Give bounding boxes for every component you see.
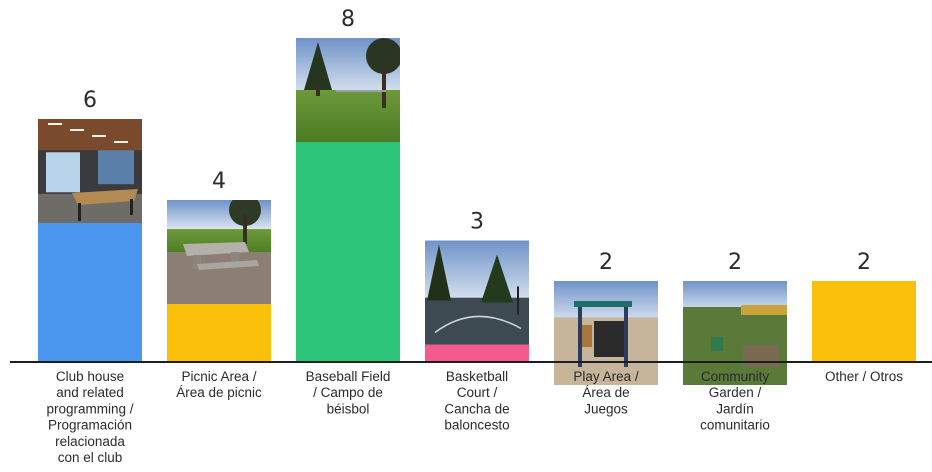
data-label: 2 bbox=[599, 250, 613, 275]
category-label: Picnic Area / Área de picnic bbox=[176, 369, 262, 400]
category-label-line: Cancha de bbox=[444, 401, 509, 416]
bar-group bbox=[425, 240, 529, 362]
community-garden-photo bbox=[683, 281, 787, 385]
category-label-line: Club house bbox=[56, 369, 124, 384]
bar-group bbox=[683, 281, 787, 385]
category-label-line: and related bbox=[56, 385, 124, 400]
category-label-line: Court / bbox=[457, 385, 498, 400]
bar bbox=[812, 281, 916, 362]
clubhouse-interior-photo bbox=[38, 119, 142, 223]
category-label-line: Community bbox=[701, 369, 770, 384]
data-label: 2 bbox=[728, 250, 742, 275]
category-label-line: / Campo de bbox=[313, 385, 383, 400]
category-label: Other / Otros bbox=[825, 369, 903, 384]
category-label-line: Baseball Field bbox=[306, 369, 391, 384]
category-label-line: Basketball bbox=[446, 369, 508, 384]
bar-group bbox=[296, 38, 400, 362]
data-label: 6 bbox=[83, 88, 97, 113]
category-label: Baseball Field / Campo de béisbol bbox=[306, 369, 391, 416]
data-label: 4 bbox=[212, 169, 226, 194]
category-label-line: Other / Otros bbox=[825, 369, 903, 384]
category-label-line: Juegos bbox=[584, 401, 628, 416]
category-label-line: Play Area / bbox=[573, 369, 639, 384]
category-label-line: Jardín bbox=[716, 401, 754, 416]
category-label-line: Garden / bbox=[709, 385, 762, 400]
category-label-line: Área de picnic bbox=[176, 385, 262, 400]
baseball-field-photo bbox=[296, 38, 400, 142]
data-label: 3 bbox=[470, 210, 484, 235]
category-label-line: Programación bbox=[48, 418, 132, 433]
category-label: Basketball Court / Cancha de baloncesto bbox=[444, 369, 509, 433]
bar-group bbox=[38, 119, 142, 362]
category-label-line: con el club bbox=[58, 450, 123, 465]
category-label-line: relacionada bbox=[55, 434, 125, 449]
data-label: 2 bbox=[857, 250, 871, 275]
bar-group bbox=[554, 281, 658, 385]
data-label: 8 bbox=[341, 7, 355, 32]
category-label: Play Area / Área de Juegos bbox=[573, 369, 639, 416]
category-label-line: Área de bbox=[582, 385, 629, 400]
category-label: Club house and related programming / Progra… bbox=[46, 369, 133, 465]
category-label-line: Picnic Area / bbox=[181, 369, 256, 384]
category-label-line: comunitario bbox=[700, 418, 770, 433]
bar-group bbox=[812, 281, 916, 362]
category-label-line: béisbol bbox=[327, 401, 370, 416]
category-label-line: programming / bbox=[46, 401, 133, 416]
category-label: Community Garden / Jardín comunitario bbox=[700, 369, 770, 433]
picnic-table-photo bbox=[167, 200, 271, 304]
bar-group bbox=[167, 200, 271, 362]
playground-photo bbox=[554, 281, 658, 385]
basketball-court-photo bbox=[425, 240, 529, 345]
category-label-line: baloncesto bbox=[444, 418, 509, 433]
